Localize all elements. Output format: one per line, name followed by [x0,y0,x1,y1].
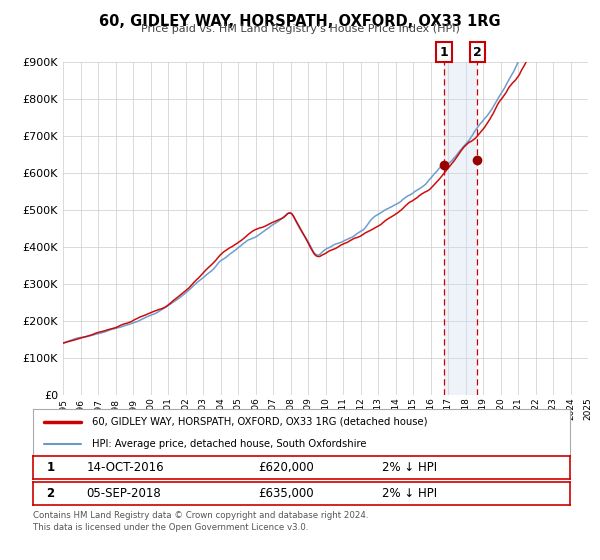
Text: 2: 2 [46,487,55,500]
Text: Price paid vs. HM Land Registry's House Price Index (HPI): Price paid vs. HM Land Registry's House … [140,24,460,34]
Text: 1: 1 [440,46,449,59]
Text: 2: 2 [473,46,482,59]
Text: 14-OCT-2016: 14-OCT-2016 [87,461,164,474]
Text: Contains HM Land Registry data © Crown copyright and database right 2024.: Contains HM Land Registry data © Crown c… [33,511,368,520]
Text: 2% ↓ HPI: 2% ↓ HPI [382,461,437,474]
Text: £635,000: £635,000 [259,487,314,500]
Text: £620,000: £620,000 [259,461,314,474]
Bar [445,62,478,395]
Text: 05-SEP-2018: 05-SEP-2018 [87,487,161,500]
Text: 60, GIDLEY WAY, HORSPATH, OXFORD, OX33 1RG (detached house): 60, GIDLEY WAY, HORSPATH, OXFORD, OX33 1… [92,417,428,427]
Text: 60, GIDLEY WAY, HORSPATH, OXFORD, OX33 1RG: 60, GIDLEY WAY, HORSPATH, OXFORD, OX33 1… [99,14,501,29]
Text: HPI: Average price, detached house, South Oxfordshire: HPI: Average price, detached house, Sout… [92,438,367,449]
Text: 1: 1 [46,461,55,474]
Text: This data is licensed under the Open Government Licence v3.0.: This data is licensed under the Open Gov… [33,523,308,532]
Text: 2% ↓ HPI: 2% ↓ HPI [382,487,437,500]
